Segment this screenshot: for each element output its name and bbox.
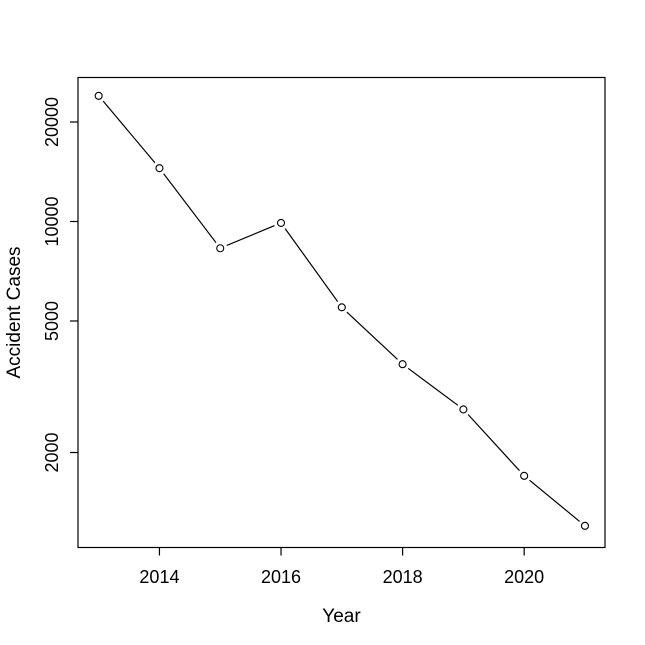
data-series	[91, 88, 592, 533]
y-axis-title: Accident Cases	[4, 246, 25, 378]
data-point	[94, 91, 103, 100]
axes: 2014 2016 2018 2020 2000 5000 10000 20000	[42, 76, 606, 587]
data-point	[337, 303, 346, 312]
data-point	[459, 405, 468, 414]
y-tick-label: 5000	[42, 301, 62, 341]
x-tick-label: 2018	[383, 567, 423, 587]
x-axis-title: Year	[322, 606, 361, 627]
x-tick-label: 2016	[261, 567, 301, 587]
data-point	[216, 244, 225, 253]
x-tick-label: 2014	[139, 567, 179, 587]
data-point	[276, 218, 286, 227]
plot-box	[77, 76, 606, 549]
y-tick-label: 20000	[42, 97, 62, 147]
x-tick-label: 2020	[504, 567, 544, 587]
data-point	[580, 521, 589, 530]
y-tick-label: 10000	[42, 196, 62, 246]
data-point	[520, 471, 529, 480]
y-tick-label: 2000	[42, 432, 62, 472]
data-point	[155, 164, 164, 173]
data-point	[398, 360, 407, 369]
